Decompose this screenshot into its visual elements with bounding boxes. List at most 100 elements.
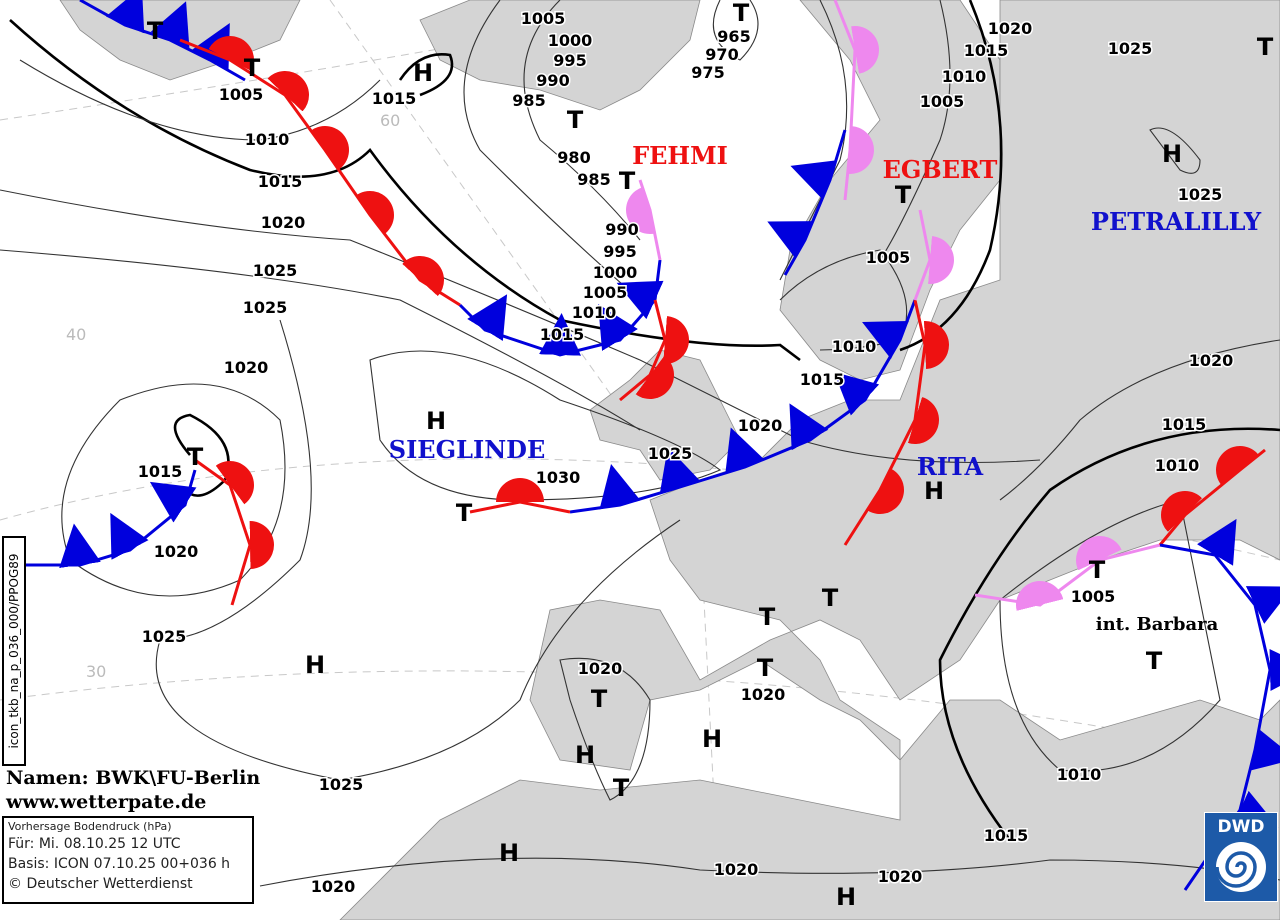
svg-text:T: T [759,603,776,631]
grid-label: 60 [380,111,400,130]
svg-text:1025: 1025 [319,775,364,794]
svg-text:1025: 1025 [648,444,693,463]
svg-text:1025: 1025 [253,261,298,280]
svg-text:1010: 1010 [942,67,987,86]
dwd-logo-text: DWD [1217,817,1265,837]
svg-text:T: T [1146,647,1163,675]
svg-text:1010: 1010 [1155,456,1200,475]
svg-text:975: 975 [691,63,724,82]
svg-text:H: H [924,477,944,505]
cold-front-egbert [767,129,847,276]
svg-text:1020: 1020 [311,877,356,896]
svg-text:1015: 1015 [964,41,1009,60]
occlusion-barbara [974,536,1161,611]
svg-text:H: H [836,883,856,911]
svg-text:T: T [619,167,636,195]
svg-text:1010: 1010 [832,337,877,356]
name-fehmi: FEHMI [632,141,728,170]
svg-text:1015: 1015 [138,462,183,481]
svg-text:1020: 1020 [578,659,623,678]
svg-text:1015: 1015 [540,325,585,344]
cold-front-west [20,469,197,569]
svg-text:985: 985 [512,91,545,110]
svg-text:T: T [147,17,164,45]
svg-text:970: 970 [705,45,738,64]
names-credit: Namen: BWK\FU-Berlin [6,767,261,789]
svg-text:1025: 1025 [1108,39,1153,58]
svg-text:T: T [591,685,608,713]
info-basis: Basis: ICON 07.10.25 00+036 h [8,856,231,872]
credits: Namen: BWK\FU-Berlin www.wetterpate.de [6,766,260,814]
svg-text:1010: 1010 [1057,765,1102,784]
cold-front-barbara [1159,518,1280,891]
svg-text:H: H [305,651,325,679]
swirl-icon [1215,842,1266,892]
fronts [20,0,1280,891]
svg-text:1020: 1020 [261,213,306,232]
svg-text:H: H [499,839,519,867]
svg-text:990: 990 [605,220,638,239]
svg-text:1020: 1020 [1189,351,1234,370]
svg-text:1005: 1005 [521,9,566,28]
svg-text:1020: 1020 [738,416,783,435]
svg-text:1020: 1020 [878,867,923,886]
name-petralilly: PETRALILLY [1091,207,1262,236]
svg-text:T: T [1089,556,1106,584]
svg-text:1020: 1020 [741,685,786,704]
warm-front-sieglinde [469,478,571,514]
name-sieglinde: SIEGLINDE [389,435,546,464]
dwd-logo: DWD [1204,812,1278,902]
svg-text:1005: 1005 [1071,587,1116,606]
info-valid-time: Für: Mi. 08.10.25 12 UTC [8,836,181,852]
svg-text:995: 995 [603,242,636,261]
occlusion-egbert-north [833,0,879,201]
svg-text:T: T [733,0,750,27]
occlusion-fehmi [626,179,662,261]
svg-text:980: 980 [557,148,590,167]
svg-text:1015: 1015 [258,172,303,191]
svg-text:990: 990 [536,71,569,90]
warm-front-barbara [1158,446,1266,546]
svg-text:H: H [702,725,722,753]
svg-text:1030: 1030 [536,468,581,487]
svg-text:T: T [757,654,774,682]
grid-label: 40 [66,325,86,344]
svg-text:1000: 1000 [548,31,593,50]
pressure-centers: TT HT TT TH TH TT HT TT TH TH HH HT T [147,0,1274,911]
svg-text:H: H [1162,140,1182,168]
model-code-label: icon_tkb_na_p_036_000/PPOG89 [2,536,26,766]
name-barbara: int. Barbara [1096,614,1219,635]
svg-text:1005: 1005 [920,92,965,111]
grid-label: 30 [86,662,106,681]
svg-text:T: T [187,443,204,471]
svg-text:T: T [244,54,261,82]
svg-text:1020: 1020 [154,542,199,561]
svg-text:1005: 1005 [219,85,264,104]
svg-text:1015: 1015 [984,826,1029,845]
svg-text:1015: 1015 [800,370,845,389]
warm-front-west [194,458,274,606]
svg-text:1020: 1020 [224,358,269,377]
svg-text:1015: 1015 [372,89,417,108]
name-rita: RITA [917,452,984,481]
svg-text:1010: 1010 [245,130,290,149]
svg-text:1025: 1025 [142,627,187,646]
system-names: FEHMI EGBERT PETRALILLY SIEGLINDE RITA i… [389,141,1262,635]
info-copyright: © Deutscher Wetterdienst [8,876,193,892]
svg-text:1010: 1010 [572,303,617,322]
svg-text:T: T [456,499,473,527]
svg-text:1025: 1025 [243,298,288,317]
name-egbert: EGBERT [883,155,998,184]
svg-text:H: H [426,407,446,435]
svg-text:1005: 1005 [583,283,628,302]
svg-text:965: 965 [717,27,750,46]
svg-text:T: T [567,106,584,134]
svg-text:H: H [575,741,595,769]
svg-text:985: 985 [577,170,610,189]
website-credit: www.wetterpate.de [6,791,207,813]
svg-text:1005: 1005 [866,248,911,267]
occlusion-egbert [913,209,954,301]
svg-text:T: T [1257,33,1274,61]
